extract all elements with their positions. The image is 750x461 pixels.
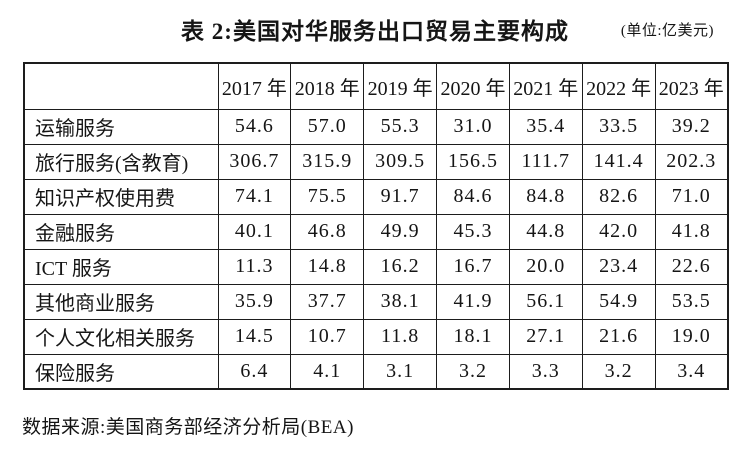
value-cell: 38.1 — [363, 283, 438, 320]
value-cell: 33.5 — [581, 108, 656, 145]
value-cell: 46.8 — [290, 213, 365, 250]
value-cell: 20.0 — [508, 248, 583, 285]
year-header-2022: 2022 年 — [581, 62, 656, 110]
value-cell: 21.6 — [581, 318, 656, 355]
value-cell: 71.0 — [654, 178, 729, 215]
value-cell: 309.5 — [363, 143, 438, 180]
value-cell: 23.4 — [581, 248, 656, 285]
row-label-cell: 旅行服务(含教育) — [23, 143, 219, 180]
value-cell: 41.9 — [436, 283, 510, 320]
value-cell: 3.4 — [654, 353, 729, 390]
value-cell: 4.1 — [290, 353, 365, 390]
value-cell: 44.8 — [508, 213, 583, 250]
value-cell: 57.0 — [290, 108, 365, 145]
value-cell: 3.2 — [581, 353, 656, 390]
table-row: 保险服务 6.4 4.1 3.1 3.2 3.3 3.2 3.4 — [23, 353, 729, 390]
value-cell: 84.8 — [508, 178, 583, 215]
year-header-2018: 2018 年 — [290, 62, 365, 110]
value-cell: 3.3 — [508, 353, 583, 390]
year-header-2020: 2020 年 — [436, 62, 510, 110]
value-cell: 37.7 — [290, 283, 365, 320]
table-row: 金融服务 40.1 46.8 49.9 45.3 44.8 42.0 41.8 — [23, 213, 729, 250]
row-label-cell: 其他商业服务 — [23, 283, 219, 320]
value-cell: 18.1 — [436, 318, 510, 355]
value-cell: 56.1 — [508, 283, 583, 320]
table-row: 运输服务 54.6 57.0 55.3 31.0 35.4 33.5 39.2 — [23, 108, 729, 145]
value-cell: 22.6 — [654, 248, 729, 285]
value-cell: 55.3 — [363, 108, 438, 145]
value-cell: 111.7 — [508, 143, 583, 180]
value-cell: 45.3 — [436, 213, 510, 250]
value-cell: 75.5 — [290, 178, 365, 215]
table-row: ICT 服务 11.3 14.8 16.2 16.7 20.0 23.4 22.… — [23, 248, 729, 285]
value-cell: 11.3 — [217, 248, 292, 285]
value-cell: 141.4 — [581, 143, 656, 180]
value-cell: 16.7 — [436, 248, 510, 285]
value-cell: 54.6 — [217, 108, 292, 145]
row-label-cell: ICT 服务 — [23, 248, 219, 285]
table-title: 表 2:美国对华服务出口贸易主要构成 — [181, 19, 569, 44]
value-cell: 84.6 — [436, 178, 510, 215]
row-label-cell: 运输服务 — [23, 108, 219, 145]
value-cell: 35.9 — [217, 283, 292, 320]
value-cell: 156.5 — [436, 143, 510, 180]
value-cell: 306.7 — [217, 143, 292, 180]
table-row: 旅行服务(含教育) 306.7 315.9 309.5 156.5 111.7 … — [23, 143, 729, 180]
table-row: 其他商业服务 35.9 37.7 38.1 41.9 56.1 54.9 53.… — [23, 283, 729, 320]
table-row: 知识产权使用费 74.1 75.5 91.7 84.6 84.8 82.6 71… — [23, 178, 729, 215]
value-cell: 10.7 — [290, 318, 365, 355]
value-cell: 49.9 — [363, 213, 438, 250]
year-header-2021: 2021 年 — [508, 62, 583, 110]
value-cell: 53.5 — [654, 283, 729, 320]
value-cell: 74.1 — [217, 178, 292, 215]
data-source-note: 数据来源:美国商务部经济分析局(BEA) — [22, 417, 354, 438]
unit-note: (单位:亿美元) — [620, 23, 714, 39]
value-cell: 14.8 — [290, 248, 365, 285]
value-cell: 82.6 — [581, 178, 656, 215]
value-cell: 39.2 — [654, 108, 729, 145]
value-cell: 27.1 — [508, 318, 583, 355]
row-label-cell: 保险服务 — [23, 353, 219, 390]
value-cell: 35.4 — [508, 108, 583, 145]
value-cell: 16.2 — [363, 248, 438, 285]
year-header-2023: 2023 年 — [654, 62, 729, 110]
value-cell: 11.8 — [363, 318, 438, 355]
year-header-2019: 2019 年 — [363, 62, 438, 110]
value-cell: 31.0 — [436, 108, 510, 145]
table-caption-row: 表 2:美国对华服务出口贸易主要构成 (单位:亿美元) — [0, 0, 750, 62]
value-cell: 3.2 — [436, 353, 510, 390]
value-cell: 6.4 — [217, 353, 292, 390]
value-cell: 19.0 — [654, 318, 729, 355]
value-cell: 41.8 — [654, 213, 729, 250]
value-cell: 54.9 — [581, 283, 656, 320]
value-cell: 202.3 — [654, 143, 729, 180]
value-cell: 40.1 — [217, 213, 292, 250]
year-header-2017: 2017 年 — [217, 62, 292, 110]
value-cell: 14.5 — [217, 318, 292, 355]
value-cell: 3.1 — [363, 353, 438, 390]
value-cell: 91.7 — [363, 178, 438, 215]
row-label-cell: 金融服务 — [23, 213, 219, 250]
header-row: 2017 年 2018 年 2019 年 2020 年 2021 年 2022 … — [23, 62, 729, 110]
row-label-cell: 知识产权使用费 — [23, 178, 219, 215]
table-corner-cell — [23, 62, 219, 110]
value-cell: 42.0 — [581, 213, 656, 250]
value-cell: 315.9 — [290, 143, 365, 180]
services-export-table: 2017 年 2018 年 2019 年 2020 年 2021 年 2022 … — [23, 62, 729, 390]
row-label-cell: 个人文化相关服务 — [23, 318, 219, 355]
table-row: 个人文化相关服务 14.5 10.7 11.8 18.1 27.1 21.6 1… — [23, 318, 729, 355]
